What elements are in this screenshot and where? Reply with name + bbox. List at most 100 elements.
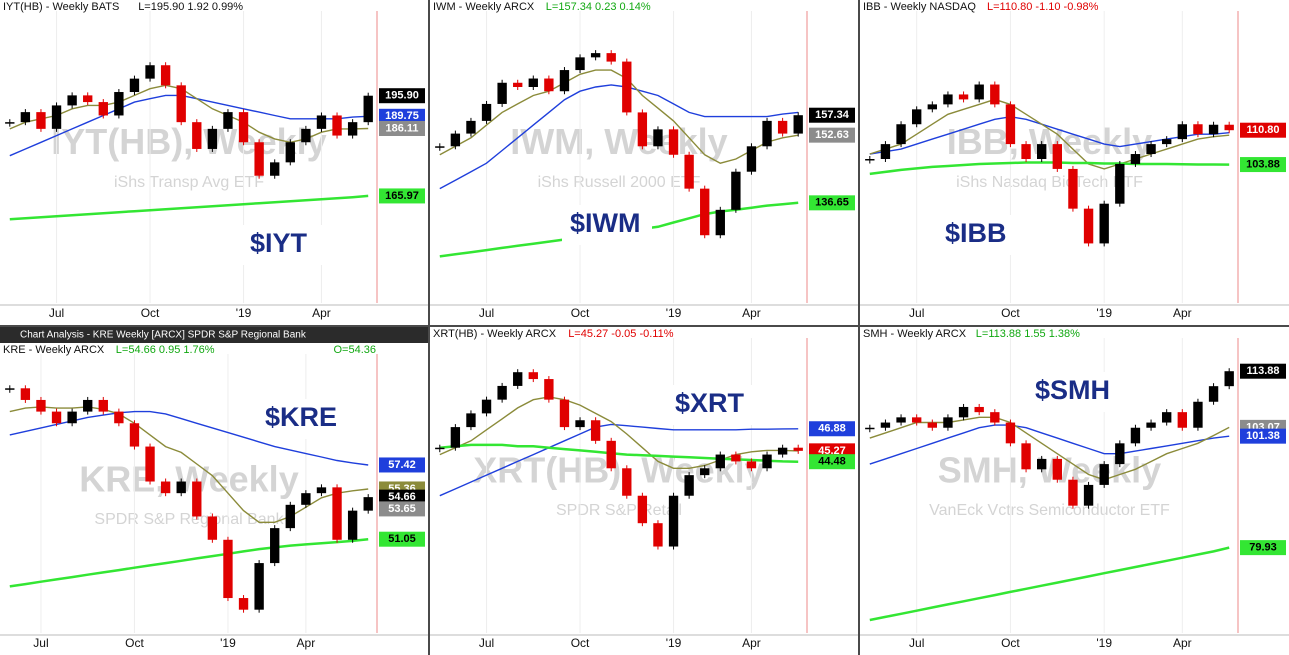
candle (958, 406, 969, 418)
price-badge (379, 501, 425, 517)
candle (700, 188, 710, 236)
candle (332, 115, 342, 136)
candle (974, 406, 984, 413)
candle (746, 461, 757, 469)
candle (1146, 144, 1156, 155)
price-badge (809, 127, 855, 143)
ticker-box (1027, 372, 1117, 412)
moving-average-line (9, 194, 369, 221)
candle (1224, 124, 1234, 131)
candle (51, 105, 62, 129)
chart-panel: IWM - Weekly ARCX L=157.34 0.23 0.14% IWM,… (430, 0, 858, 325)
window-title: Chart Analysis - KRE Weekly [ARCX] SPDR … (20, 330, 307, 341)
candle (1037, 144, 1047, 159)
candle (114, 411, 124, 424)
chart-header: IBB - Weekly NASDAQ (863, 1, 976, 13)
x-tick-label: Jul (479, 306, 494, 320)
candle (363, 497, 373, 511)
candle (238, 598, 249, 610)
candle (160, 65, 171, 86)
candle (36, 112, 46, 129)
quote: L=195.90 1.92 0.99% (138, 1, 243, 13)
price-badge-label: 189.75 (385, 110, 419, 122)
x-tick-label: '19 (1096, 306, 1112, 320)
candle (762, 120, 772, 147)
candle (285, 504, 295, 529)
candle (67, 411, 77, 424)
moving-average-line (439, 423, 799, 497)
quote: L=110.80 -1.10 -0.98% (987, 1, 1099, 13)
price-badge (1240, 363, 1286, 379)
x-tick-label: Oct (1001, 636, 1020, 650)
candle (1068, 479, 1078, 506)
candle (466, 120, 476, 134)
price-badge-label: 51.05 (388, 533, 416, 545)
candle (145, 446, 155, 482)
candle (207, 128, 218, 149)
candle (1162, 412, 1172, 423)
watermark-sub: iShs Transp Avg ETF (114, 174, 264, 191)
candle (20, 112, 31, 123)
candle (1115, 443, 1125, 465)
candle (637, 112, 648, 147)
candle (544, 379, 554, 400)
candle (943, 94, 953, 105)
quote: L=157.34 0.23 0.14% (546, 1, 651, 13)
moving-average-line (9, 537, 369, 588)
x-tick-label: Apr (742, 306, 761, 320)
watermark: IBB, Weekly (947, 121, 1152, 162)
candle (481, 399, 492, 414)
price-badge-label: 152.63 (815, 129, 849, 141)
candle (1021, 144, 1031, 159)
x-tick-label: Apr (312, 306, 331, 320)
chart-header: SMH - Weekly ARCX (863, 328, 967, 340)
candle (575, 57, 585, 71)
candle (731, 171, 741, 210)
x-tick-label: Oct (571, 306, 590, 320)
candle (865, 159, 875, 161)
candle (1193, 401, 1203, 428)
candle (316, 487, 327, 494)
candle (668, 495, 679, 547)
candle (435, 146, 445, 148)
candle (544, 78, 554, 92)
price-badge (379, 88, 425, 104)
price-badge-label: 44.48 (818, 456, 846, 468)
candle (622, 468, 632, 496)
candle (145, 65, 155, 79)
x-tick-label: Jul (49, 306, 64, 320)
candle (1162, 139, 1172, 145)
quote: L=113.88 1.55 1.38% (976, 328, 1080, 340)
candle (793, 447, 803, 451)
candle (1146, 422, 1156, 428)
price-badge-label: 186.11 (385, 122, 418, 134)
candle (316, 115, 327, 129)
candle (301, 493, 311, 505)
candle (865, 427, 875, 430)
candle (943, 417, 953, 428)
candle (450, 427, 461, 448)
candle (606, 440, 616, 469)
candle (1052, 144, 1062, 169)
candle (513, 372, 523, 386)
moving-average-line (869, 98, 1230, 170)
candle (435, 447, 445, 450)
ticker-label: $IWM (570, 208, 641, 238)
candle (129, 78, 140, 93)
candle (622, 61, 632, 113)
window-titlebar (0, 327, 428, 343)
candle (347, 122, 358, 136)
candle (528, 372, 538, 380)
x-tick-label: Oct (141, 306, 160, 320)
candle (1037, 458, 1047, 470)
price-badge (809, 195, 855, 211)
chart-header: IWM - Weekly ARCX (433, 1, 535, 13)
ticker-box (562, 205, 652, 245)
candle (497, 82, 507, 104)
candle (990, 412, 1000, 423)
candle (363, 95, 373, 123)
price-badge (809, 454, 855, 470)
candle (559, 70, 570, 92)
candle (192, 122, 202, 149)
panel-bg (430, 327, 858, 655)
